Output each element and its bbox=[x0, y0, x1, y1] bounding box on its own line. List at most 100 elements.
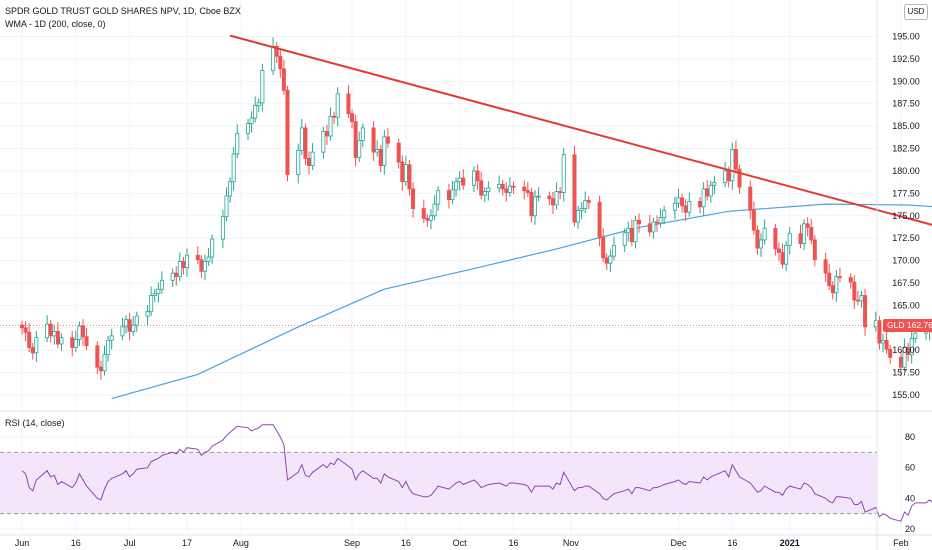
last-price-label: GLD 162.76 bbox=[883, 319, 932, 332]
candle-body bbox=[810, 227, 813, 240]
candle-body bbox=[605, 258, 608, 263]
rsi-tick-label: 60 bbox=[905, 463, 915, 473]
time-tick-label: 16 bbox=[401, 538, 411, 548]
candle-body bbox=[160, 280, 163, 289]
candle-body bbox=[752, 210, 755, 230]
last-price-value: 162.76 bbox=[907, 320, 932, 330]
candle-body bbox=[555, 192, 558, 205]
candle-body bbox=[713, 183, 716, 186]
candle-body bbox=[150, 296, 153, 312]
candle-body bbox=[49, 324, 52, 336]
candle-body bbox=[107, 340, 110, 354]
price-tick-label: 172.50 bbox=[892, 233, 920, 243]
candle-body bbox=[878, 321, 881, 343]
candle-body bbox=[602, 237, 605, 258]
candle-body bbox=[31, 347, 34, 352]
candle-body bbox=[724, 171, 727, 183]
candle-body bbox=[272, 46, 275, 70]
price-tick-label: 180.00 bbox=[892, 166, 920, 176]
candle-body bbox=[523, 187, 526, 191]
candle-body bbox=[483, 192, 486, 196]
candle-body bbox=[853, 282, 856, 300]
time-tick-label: Nov bbox=[563, 538, 580, 548]
candle-body bbox=[103, 355, 106, 371]
candle-body bbox=[530, 192, 533, 215]
candle-body bbox=[526, 191, 529, 193]
candle-body bbox=[533, 197, 536, 216]
candle-body bbox=[236, 133, 239, 154]
candle-body bbox=[232, 154, 235, 182]
candle-body bbox=[634, 220, 637, 242]
candle-body bbox=[637, 220, 640, 224]
candle-body bbox=[623, 233, 626, 246]
candle-body bbox=[354, 122, 357, 158]
candle-body bbox=[429, 216, 432, 220]
candle-body bbox=[648, 224, 651, 232]
time-tick-label: Dec bbox=[671, 538, 688, 548]
candle-body bbox=[774, 228, 777, 249]
time-tick-label: 2021 bbox=[780, 538, 800, 548]
candle-body bbox=[225, 196, 228, 217]
candle-body bbox=[376, 149, 379, 152]
candle-body bbox=[498, 184, 501, 188]
candle-body bbox=[307, 158, 310, 165]
candle-body bbox=[587, 201, 590, 203]
candle-body bbox=[731, 149, 734, 180]
candle-body bbox=[250, 118, 253, 123]
candle-body bbox=[211, 239, 214, 257]
rsi-tick-label: 80 bbox=[905, 432, 915, 442]
candle-body bbox=[279, 56, 282, 69]
price-tick-label: 185.00 bbox=[892, 121, 920, 131]
candle-body bbox=[652, 222, 655, 232]
candle-body bbox=[350, 114, 353, 122]
price-tick-label: 167.50 bbox=[892, 278, 920, 288]
candle-body bbox=[763, 228, 766, 240]
candle-body bbox=[806, 224, 809, 228]
candle-body bbox=[433, 204, 436, 216]
candle-body bbox=[297, 150, 300, 174]
candle-body bbox=[246, 123, 249, 133]
candle-body bbox=[221, 217, 224, 239]
candle-body bbox=[207, 257, 210, 261]
candle-body bbox=[505, 189, 508, 193]
rsi-legend[interactable]: RSI (14, close) bbox=[5, 418, 65, 428]
candle-body bbox=[304, 128, 307, 158]
candle-body bbox=[60, 338, 63, 344]
candle bbox=[573, 146, 576, 227]
candle-body bbox=[813, 240, 816, 260]
wma-legend[interactable]: WMA - 1D (200, close, 0) bbox=[5, 19, 106, 29]
candle-body bbox=[447, 191, 450, 200]
candle-body bbox=[476, 171, 479, 181]
price-tick-label: 192.50 bbox=[892, 54, 920, 64]
candle-body bbox=[146, 312, 149, 316]
candle-body bbox=[56, 331, 59, 344]
price-tick-label: 155.00 bbox=[892, 390, 920, 400]
candle-body bbox=[372, 128, 375, 152]
candle-body bbox=[688, 201, 691, 212]
candle-body bbox=[551, 199, 554, 205]
candle-body bbox=[727, 171, 730, 181]
candle-body bbox=[559, 192, 562, 193]
candle-body bbox=[254, 106, 257, 119]
candle-body bbox=[46, 324, 49, 337]
candle-body bbox=[171, 273, 174, 280]
candle-body bbox=[196, 255, 199, 259]
candle-body bbox=[584, 201, 587, 209]
rsi-band-fill bbox=[0, 452, 877, 513]
candle-body bbox=[598, 202, 601, 237]
candle-body bbox=[860, 296, 863, 301]
candle-body bbox=[785, 245, 788, 264]
time-tick-label: 16 bbox=[508, 538, 518, 548]
currency-button[interactable]: USD bbox=[904, 4, 928, 20]
symbol-legend[interactable]: SPDR GOLD TRUST GOLD SHARES NPV, 1D, Cbo… bbox=[5, 6, 241, 16]
candle-body bbox=[203, 261, 206, 271]
candle-body bbox=[609, 256, 612, 263]
time-tick-label: Aug bbox=[233, 538, 249, 548]
candle-body bbox=[508, 186, 511, 192]
candle-body bbox=[831, 286, 834, 293]
candle-body bbox=[881, 340, 884, 343]
price-tick-label: 170.00 bbox=[892, 256, 920, 266]
candle-body bbox=[454, 182, 457, 190]
candle-body bbox=[96, 346, 99, 368]
